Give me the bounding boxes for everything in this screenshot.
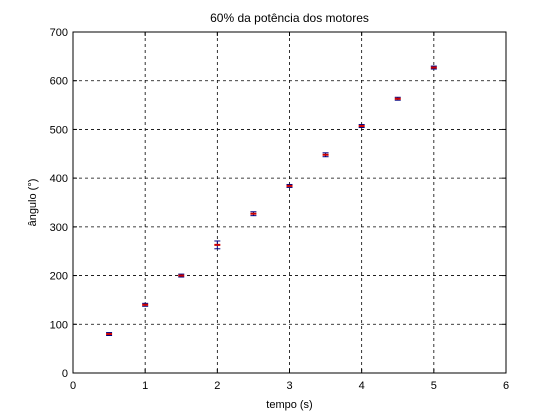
data-point xyxy=(286,183,293,188)
y-tick-label: 500 xyxy=(50,124,68,136)
data-points xyxy=(106,65,437,336)
data-point xyxy=(106,332,113,336)
x-tick-label: 2 xyxy=(214,380,220,392)
x-tick-label: 3 xyxy=(286,380,292,392)
data-point xyxy=(394,96,401,101)
x-axis-label: tempo (s) xyxy=(266,399,312,411)
x-tick-label: 4 xyxy=(359,380,365,392)
data-point xyxy=(322,152,329,158)
y-tick-label: 300 xyxy=(50,222,68,234)
data-point xyxy=(358,124,365,128)
data-point xyxy=(142,302,149,307)
x-tick-label: 6 xyxy=(503,380,509,392)
y-axis: 0 100 200 300 400 500 600 700 xyxy=(50,27,506,380)
chart-title: 60% da potência dos motores xyxy=(210,11,369,25)
data-point xyxy=(178,273,185,278)
y-tick-label: 400 xyxy=(50,173,68,185)
y-tick-label: 200 xyxy=(50,271,68,283)
y-axis-label: ângulo (°) xyxy=(27,179,39,227)
data-point xyxy=(250,211,257,217)
x-axis: 0 1 2 3 4 5 6 xyxy=(70,32,509,392)
data-point xyxy=(214,240,221,250)
x-tick-label: 0 xyxy=(70,380,76,392)
y-tick-label: 0 xyxy=(62,368,68,380)
data-point xyxy=(430,65,437,70)
grid-lines xyxy=(73,32,506,373)
x-tick-label: 5 xyxy=(431,380,437,392)
y-tick-label: 100 xyxy=(50,319,68,331)
x-tick-label: 1 xyxy=(142,380,148,392)
y-tick-label: 600 xyxy=(50,76,68,88)
y-tick-label: 700 xyxy=(50,27,68,39)
